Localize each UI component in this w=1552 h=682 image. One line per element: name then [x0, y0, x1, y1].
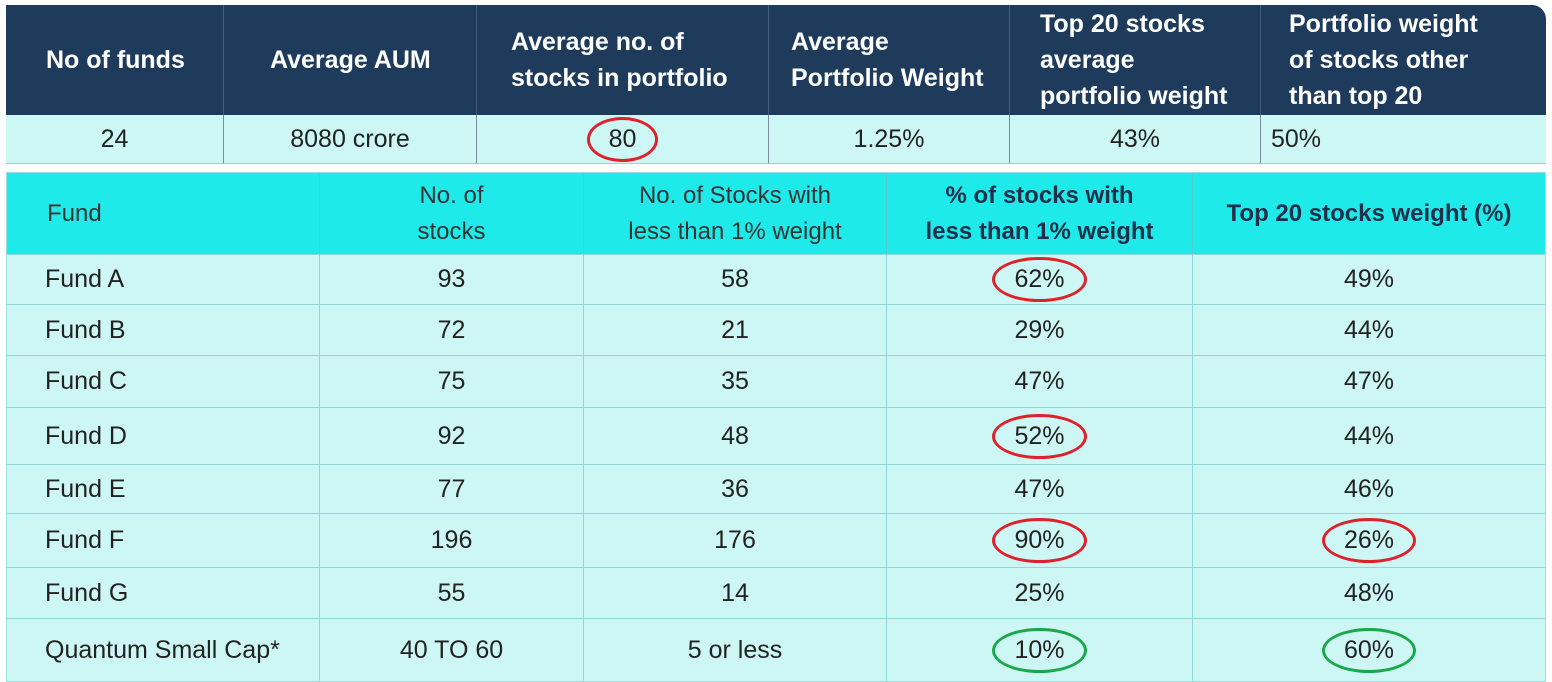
cell-top20: 49%: [1343, 265, 1395, 293]
cell-fund: Fund B: [7, 305, 320, 355]
summary-value-top20: 43%: [1010, 115, 1261, 163]
highlight-circle-red: 80: [586, 116, 659, 162]
col-header-less1: No. of Stocks with less than 1% weight: [584, 173, 887, 254]
cell-top20: 26%: [1193, 514, 1545, 567]
cell-stocks: 196: [320, 514, 584, 567]
cell-pct: 62%: [887, 255, 1193, 304]
cell-less1: 48: [584, 408, 887, 464]
highlight-circle-red: 26%: [1321, 518, 1417, 563]
summary-value-avg-weight: 1.25%: [769, 115, 1010, 163]
table-row: Fund F 196 176 90% 26%: [7, 513, 1545, 567]
highlight-circle-red: 62%: [992, 257, 1087, 302]
cell-stocks: 93: [320, 255, 584, 304]
summary-header-funds: No of funds: [6, 5, 224, 115]
cell-top20: 60%: [1193, 619, 1545, 681]
cell-fund: Fund A: [7, 255, 320, 304]
table-row: Fund D 92 48 52% 44%: [7, 407, 1545, 464]
cell-stocks: 77: [320, 465, 584, 513]
summary-value-row: 24 8080 crore 80 1.25% 43% 50%: [6, 115, 1546, 164]
cell-stocks: 75: [320, 356, 584, 407]
cell-pct: 29%: [887, 305, 1193, 355]
table-row: Fund A 93 58 62% 49%: [7, 254, 1545, 304]
summary-header-top20: Top 20 stocks average portfolio weight: [1010, 5, 1261, 115]
highlight-circle-green: 10%: [992, 627, 1087, 673]
cell-fund: Fund F: [7, 514, 320, 567]
cell-less1: 36: [584, 465, 887, 513]
fund-table-header: Fund No. of stocks No. of Stocks with le…: [7, 173, 1545, 254]
cell-less1: 35: [584, 356, 887, 407]
summary-value-avg-stocks: 80: [477, 115, 769, 163]
table-row: Quantum Small Cap* 40 TO 60 5 or less 10…: [7, 618, 1545, 681]
cell-top20: 44%: [1343, 315, 1395, 344]
summary-value-aum: 8080 crore: [224, 115, 477, 163]
cell-fund: Quantum Small Cap*: [7, 619, 320, 681]
cell-less1: 176: [584, 514, 887, 567]
summary-header-aum: Average AUM: [224, 5, 477, 115]
summary-header-avg-stocks: Average no. of stocks in portfolio: [477, 5, 769, 115]
cell-stocks: 55: [320, 568, 584, 618]
cell-top20: 47%: [1343, 367, 1395, 395]
cell-fund: Fund D: [7, 408, 320, 464]
summary-value-other: 50%: [1271, 124, 1322, 153]
table-row: Fund B 72 21 29% 44%: [7, 304, 1545, 355]
col-header-stocks: No. of stocks: [320, 173, 584, 254]
highlight-circle-red: 52%: [992, 413, 1087, 459]
col-header-fund: Fund: [7, 173, 320, 254]
summary-table: No of funds Average AUM Average no. of s…: [6, 5, 1546, 164]
table-row: Fund C 75 35 47% 47%: [7, 355, 1545, 407]
cell-fund: Fund C: [7, 356, 320, 407]
cell-top20: 46%: [1343, 474, 1395, 503]
table-row: Fund E 77 36 47% 46%: [7, 464, 1545, 513]
col-header-pct: % of stocks with less than 1% weight: [887, 173, 1193, 254]
cell-fund: Fund G: [7, 568, 320, 618]
summary-header-row: No of funds Average AUM Average no. of s…: [6, 5, 1546, 115]
table-row: Fund G 55 14 25% 48%: [7, 567, 1545, 618]
cell-top20: 48%: [1343, 578, 1395, 607]
cell-stocks: 72: [320, 305, 584, 355]
cell-less1: 14: [584, 568, 887, 618]
col-header-top20: Top 20 stocks weight (%): [1226, 199, 1512, 227]
cell-stocks: 92: [320, 408, 584, 464]
cell-fund: Fund E: [7, 465, 320, 513]
cell-pct: 25%: [887, 568, 1193, 618]
cell-top20: 44%: [1343, 421, 1395, 450]
highlight-circle-red: 90%: [992, 518, 1087, 563]
summary-value-funds: 24: [6, 115, 224, 163]
summary-header-avg-weight: Average Portfolio Weight: [769, 5, 1010, 115]
cell-pct: 90%: [887, 514, 1193, 567]
cell-stocks: 40 TO 60: [320, 619, 584, 681]
cell-pct: 47%: [887, 356, 1193, 407]
cell-pct: 52%: [887, 408, 1193, 464]
cell-less1: 5 or less: [584, 619, 887, 681]
cell-pct: 10%: [887, 619, 1193, 681]
fund-table: Fund No. of stocks No. of Stocks with le…: [6, 172, 1546, 682]
cell-pct: 47%: [887, 465, 1193, 513]
cell-less1: 58: [584, 255, 887, 304]
summary-header-other: Portfolio weight of stocks other than to…: [1289, 10, 1478, 110]
cell-less1: 21: [584, 305, 887, 355]
highlight-circle-green: 60%: [1321, 627, 1417, 673]
